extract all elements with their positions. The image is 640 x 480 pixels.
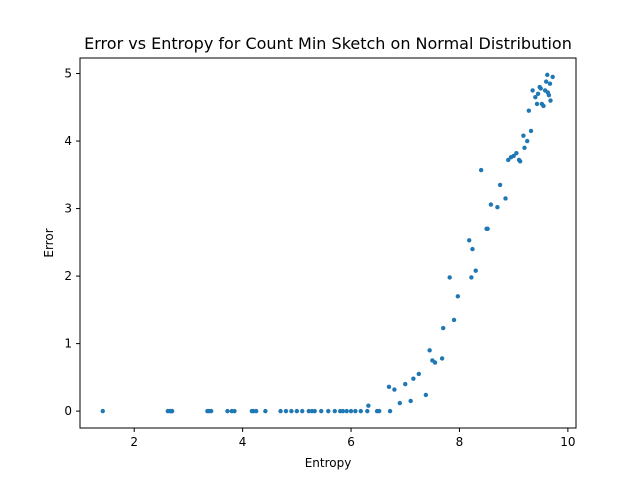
data-point — [225, 408, 230, 414]
data-point — [408, 398, 413, 404]
data-point — [344, 408, 349, 414]
data-point — [386, 384, 392, 390]
data-point — [538, 86, 543, 91]
data-point — [358, 408, 363, 414]
data-point — [283, 408, 289, 414]
data-point — [208, 408, 214, 414]
data-point — [485, 226, 490, 232]
data-point — [547, 81, 553, 86]
data-point — [503, 196, 508, 201]
data-point — [169, 408, 175, 414]
data-point — [514, 151, 519, 156]
x-axis-label: Entropy — [305, 456, 352, 470]
data-point — [533, 94, 538, 100]
y-tick-label: 0 — [64, 404, 72, 418]
data-point — [377, 408, 382, 414]
data-point — [541, 103, 546, 109]
data-point — [451, 317, 457, 323]
data-point — [300, 408, 305, 414]
y-tick-label: 4 — [64, 134, 72, 148]
data-point — [521, 133, 526, 138]
data-point — [278, 408, 283, 414]
data-point — [455, 294, 461, 299]
data-point — [365, 408, 370, 414]
data-point — [397, 400, 403, 406]
data-point — [326, 408, 331, 414]
data-point — [543, 79, 549, 84]
data-point — [100, 408, 105, 414]
data-point — [332, 408, 337, 414]
data-point — [550, 74, 555, 80]
plot-frame — [79, 57, 577, 429]
data-point — [392, 387, 397, 392]
data-point — [440, 325, 446, 331]
data-point — [411, 376, 416, 381]
data-point — [403, 381, 408, 387]
data-point — [366, 403, 371, 408]
data-point — [506, 157, 511, 163]
data-point — [232, 408, 237, 414]
data-point — [488, 202, 494, 207]
x-tick-label: 2 — [130, 435, 138, 449]
data-point — [439, 356, 445, 361]
data-point — [467, 238, 472, 243]
data-point — [340, 408, 346, 414]
data-point — [319, 408, 324, 414]
data-point — [530, 88, 535, 93]
x-tick-label: 6 — [347, 435, 355, 449]
x-tick-label: 4 — [239, 435, 247, 449]
data-point — [473, 268, 478, 273]
data-point — [511, 153, 516, 159]
data-point — [294, 408, 300, 414]
y-tick-label: 1 — [64, 337, 72, 351]
data-point — [348, 408, 354, 414]
data-point — [353, 408, 358, 414]
data-point — [545, 72, 550, 78]
data-point — [306, 408, 311, 414]
y-tick-label: 3 — [64, 202, 72, 216]
x-tick-label: 8 — [456, 435, 464, 449]
data-point — [535, 91, 541, 96]
x-tick-label: 10 — [560, 435, 575, 449]
y-tick-label: 2 — [64, 269, 72, 283]
data-point — [522, 145, 527, 150]
chart-title: Error vs Entropy for Count Min Sketch on… — [84, 34, 572, 53]
data-point — [387, 408, 393, 414]
data-point — [416, 371, 421, 377]
data-point — [432, 360, 438, 365]
y-axis-label: Error — [42, 228, 56, 257]
data-point — [470, 246, 475, 252]
data-point — [478, 167, 484, 173]
data-point — [517, 159, 523, 164]
data-point — [289, 408, 294, 414]
data-point — [546, 92, 552, 98]
data-point — [525, 138, 530, 144]
data-point — [534, 101, 540, 107]
data-point — [427, 348, 432, 353]
data-point — [528, 128, 534, 134]
data-point — [526, 108, 532, 113]
data-point — [263, 408, 268, 414]
points-layer — [100, 72, 555, 414]
data-point — [469, 275, 474, 280]
data-point — [548, 98, 553, 103]
data-point — [447, 275, 452, 280]
ticks-layer: 2 4 6 8 10 0 1 2 3 4 5 — [64, 67, 575, 449]
y-tick-label: 5 — [64, 67, 72, 81]
data-point — [253, 408, 259, 414]
data-point — [497, 182, 503, 188]
data-point — [312, 408, 317, 414]
data-point — [423, 392, 429, 398]
data-point — [495, 205, 500, 210]
